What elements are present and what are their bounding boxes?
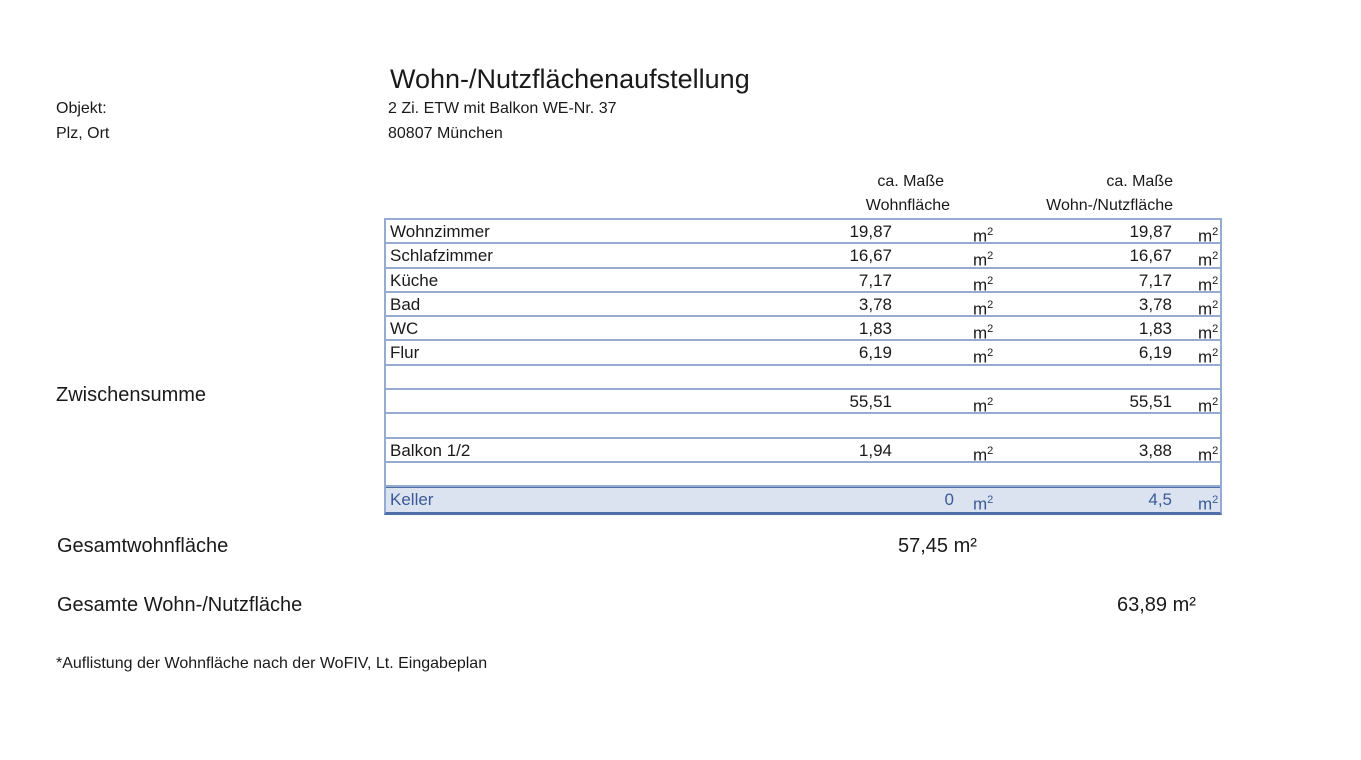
table-row: 55,51 55,51 m2 m2 (386, 390, 1220, 416)
area-table: Wohnzimmer 19,87 19,87 m2 m2 Schlafzimmer 16,6… (384, 218, 1222, 515)
gesamtwohnflaeche-value: 57,45 m² (898, 535, 977, 557)
col2-header: ca. Maße Wohn-/Nutzfläche (1046, 173, 1173, 214)
wohnflaeche-value: 7,17 (858, 270, 892, 290)
col1-header: ca. Maße Wohnfläche (865, 173, 950, 214)
room-name: WC (390, 319, 419, 339)
ort-value: 80807 München (388, 125, 503, 142)
unit-label: m2 (973, 444, 994, 465)
nutzflaeche-value: 16,67 (1129, 246, 1172, 266)
table-row (386, 366, 1220, 391)
wohnflaeche-value: 16,67 (849, 246, 892, 266)
unit-label: m2 (973, 494, 994, 514)
table-row: Flur 6,19 6,19 m2 m2 (386, 341, 1220, 368)
unit-label: m2 (973, 226, 994, 246)
wohnflaeche-value: 55,51 (849, 392, 892, 412)
unit-label: m2 (973, 250, 994, 270)
table-row: Keller 0 4,5 m2 m2 (386, 487, 1220, 514)
nutzflaeche-value: 4,5 (1148, 490, 1172, 510)
wohnflaeche-value: 0 (944, 490, 954, 510)
table-row: WC 1,83 1,83 m2 m2 (386, 317, 1220, 343)
room-name: Flur (390, 343, 420, 363)
nutzflaeche-value: 7,17 (1138, 270, 1172, 290)
wohnflaeche-value: 1,94 (858, 440, 892, 460)
room-name: Schlafzimmer (390, 246, 493, 266)
footnote: *Auflistung der Wohnfläche nach der WoFI… (56, 655, 488, 672)
room-name: Bad (390, 294, 421, 314)
table-row: Schlafzimmer 16,67 16,67 m2 m2 (386, 244, 1220, 270)
objekt-value: 2 Zi. ETW mit Balkon WE-Nr. 37 (388, 100, 617, 117)
page-title: Wohn-/Nutzflächenaufstellung (390, 64, 750, 94)
nutzflaeche-value: 3,88 (1138, 440, 1172, 460)
unit-label: m2 (1198, 323, 1219, 343)
unit-label: m2 (973, 347, 994, 368)
table-row: Bad 3,78 3,78 m2 m2 (386, 293, 1220, 319)
unit-label: m2 (1198, 494, 1219, 514)
gesamtwohnflaeche-label: Gesamtwohnfläche (57, 535, 229, 557)
unit-label: m2 (1198, 347, 1219, 368)
room-name: Küche (390, 270, 439, 290)
table-row: Wohnzimmer 19,87 19,87 m2 m2 (386, 220, 1220, 246)
room-name: Wohnzimmer (390, 222, 490, 241)
nutzflaeche-value: 55,51 (1129, 392, 1172, 412)
unit-label: m2 (1198, 396, 1219, 416)
zwischensumme-label: Zwischensumme (56, 384, 207, 406)
room-name: Keller (390, 490, 434, 510)
nutzflaeche-value: 6,19 (1138, 343, 1172, 363)
unit-label: m2 (973, 323, 994, 343)
unit-label: m2 (1198, 226, 1219, 246)
unit-label: m2 (973, 274, 994, 295)
table-row (386, 414, 1220, 439)
wohnflaeche-value: 6,19 (858, 343, 892, 363)
gesamt-nutzflaeche-label: Gesamte Wohn-/Nutzfläche (57, 594, 303, 616)
gesamt-nutzflaeche-value: 63,89 m² (1117, 594, 1196, 616)
nutzflaeche-value: 3,78 (1138, 294, 1172, 314)
unit-label: m2 (1198, 250, 1219, 270)
table-row: Küche 7,17 7,17 m2 m2 (386, 269, 1220, 295)
unit-label: m2 (973, 396, 994, 416)
room-name: Balkon 1/2 (390, 440, 471, 460)
wohnflaeche-value: 19,87 (849, 222, 892, 241)
table-row (386, 463, 1220, 488)
ort-label: Plz, Ort (56, 125, 110, 142)
unit-label: m2 (1198, 274, 1219, 295)
unit-label: m2 (1198, 444, 1219, 465)
nutzflaeche-value: 1,83 (1138, 319, 1172, 339)
unit-label: m2 (1198, 298, 1219, 319)
nutzflaeche-value: 19,87 (1129, 222, 1172, 241)
unit-label: m2 (973, 298, 994, 319)
table-row: Balkon 1/2 1,94 3,88 m2 m2 (386, 439, 1220, 465)
objekt-label: Objekt: (56, 100, 107, 117)
wohnflaeche-value: 1,83 (858, 319, 892, 339)
wohnflaeche-value: 3,78 (858, 294, 892, 314)
